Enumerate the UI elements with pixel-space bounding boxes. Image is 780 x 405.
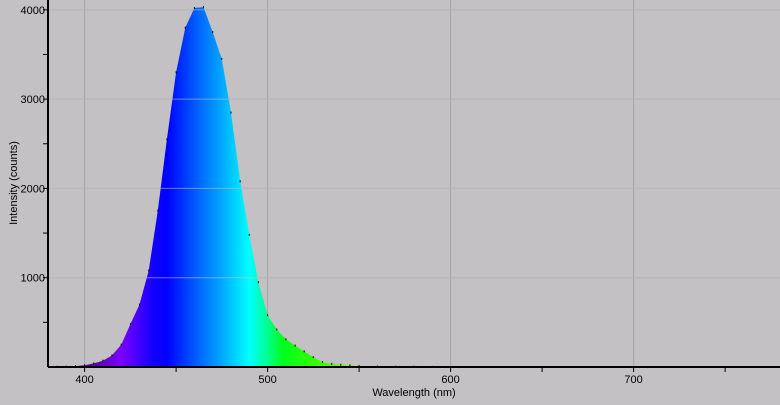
data-point — [193, 7, 195, 9]
y-tick-label: 4000 — [21, 5, 45, 17]
data-point — [303, 350, 305, 353]
data-point — [322, 361, 323, 364]
data-point — [93, 362, 95, 365]
data-point — [148, 269, 150, 272]
data-point — [267, 314, 269, 317]
data-point — [203, 6, 204, 9]
data-point — [331, 362, 333, 365]
data-point — [340, 363, 342, 366]
tick-labels: 400 500 600 700 1000 2000 3000 4000 — [21, 5, 643, 386]
data-point — [248, 233, 250, 236]
x-tick-label: 500 — [258, 374, 276, 386]
data-point — [358, 364, 360, 367]
data-point — [120, 343, 122, 346]
data-point — [184, 26, 186, 29]
data-point — [257, 281, 259, 284]
spectrum-fill — [57, 7, 451, 367]
y-tick-label: 2000 — [21, 183, 45, 195]
data-point — [312, 356, 314, 359]
data-point — [230, 111, 232, 114]
data-point — [111, 354, 113, 357]
axes — [43, 0, 780, 372]
data-point — [285, 338, 287, 341]
data-point — [349, 364, 351, 367]
y-tick-label: 1000 — [21, 273, 45, 285]
data-point — [239, 180, 241, 183]
x-axis-title: Wavelength (nm) — [372, 387, 455, 399]
data-point — [166, 138, 168, 141]
data-point — [157, 209, 159, 212]
data-point — [102, 359, 104, 362]
data-point — [129, 323, 131, 326]
y-tick-label: 3000 — [21, 94, 45, 106]
spectrum-area — [57, 7, 451, 367]
data-point — [294, 344, 296, 347]
data-point — [221, 57, 223, 60]
x-tick-label: 700 — [624, 374, 642, 386]
data-point — [175, 71, 177, 74]
x-tick-label: 600 — [441, 374, 459, 386]
data-point — [212, 31, 214, 34]
data-point — [84, 364, 86, 367]
x-tick-label: 400 — [75, 374, 93, 386]
data-point — [276, 328, 278, 331]
y-axis-title: Intensity (counts) — [8, 141, 20, 225]
grid-lines-overlay — [48, 9, 780, 279]
data-point — [139, 303, 140, 306]
